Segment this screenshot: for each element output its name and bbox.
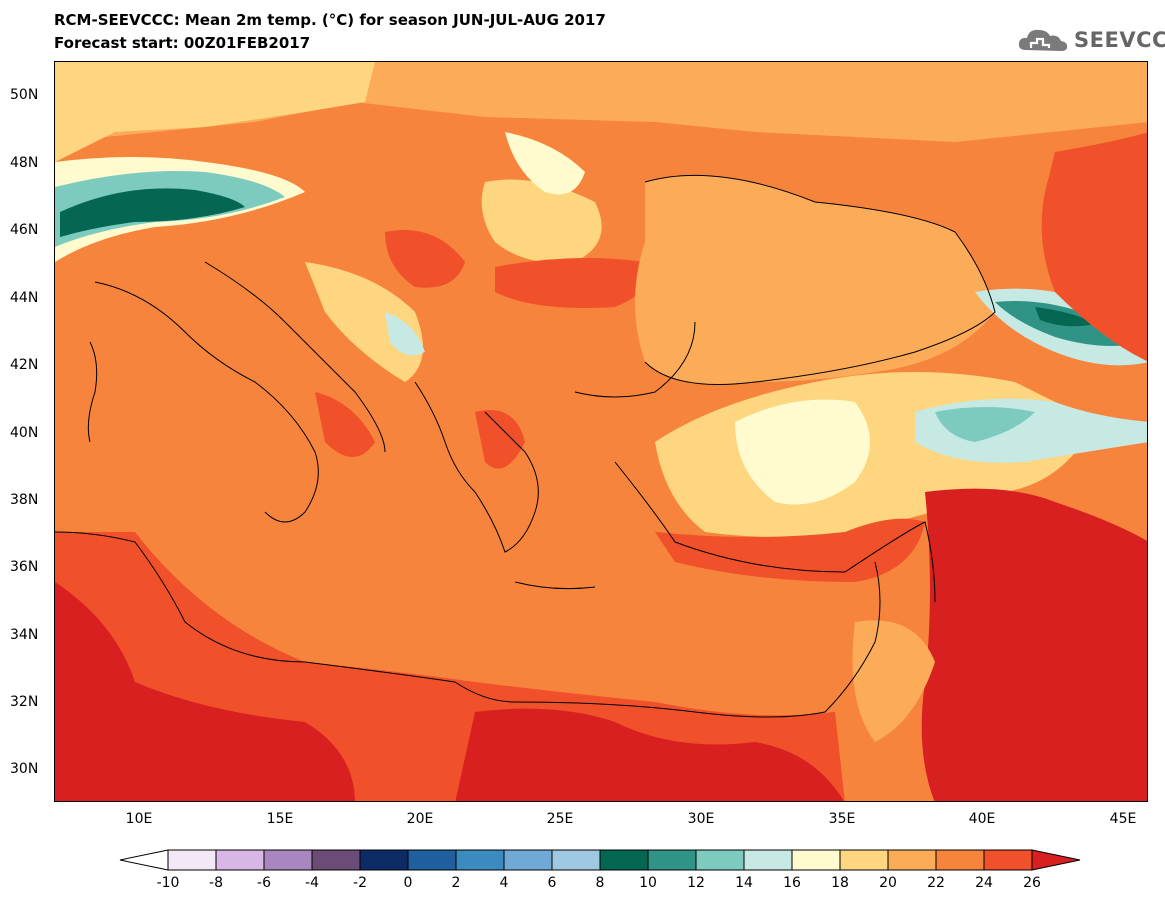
caspian-hot-region xyxy=(1041,132,1147,362)
colorbar-swatch xyxy=(215,849,265,871)
colorbar-low-arrow xyxy=(119,849,169,871)
lat-label: 36N xyxy=(10,559,39,575)
colorbar-swatch xyxy=(599,849,649,871)
colorbar-swatch xyxy=(887,849,937,871)
lat-label: 32N xyxy=(10,694,39,710)
temperature-map xyxy=(54,61,1148,802)
central-europe-region xyxy=(55,62,375,162)
colorbar-swatch xyxy=(839,849,889,871)
colorbar-swatch xyxy=(695,849,745,871)
colorbar-swatch xyxy=(167,849,217,871)
colorbar-swatch xyxy=(455,849,505,871)
colorbar-tick-label: 14 xyxy=(735,875,753,891)
caucasus-core-region xyxy=(1035,307,1095,327)
lon-label: 40E xyxy=(968,811,996,827)
north-africa-hot-west xyxy=(55,582,355,801)
colorbar-tick-label: 12 xyxy=(687,875,705,891)
lat-label: 44N xyxy=(10,290,39,306)
southern-italy-hot-region xyxy=(315,392,375,457)
colorbar-tick-label: 6 xyxy=(547,875,557,891)
colorbar-tick-label: -6 xyxy=(257,875,271,891)
colorbar-swatch xyxy=(311,849,361,871)
colorbar-swatch xyxy=(935,849,985,871)
danube-hot-region xyxy=(495,258,647,308)
colorbar-tick-label: 8 xyxy=(595,875,605,891)
anatolia-light-region xyxy=(735,399,870,505)
lat-label: 34N xyxy=(10,627,39,643)
lon-label: 45E xyxy=(1109,811,1137,827)
anatolia-south-hot xyxy=(655,518,925,582)
lat-label: 38N xyxy=(10,492,39,508)
thessaly-hot-region xyxy=(475,410,525,469)
colorbar-swatch xyxy=(983,849,1033,871)
colorbar-tick-label: -2 xyxy=(353,875,367,891)
colorbar-swatch xyxy=(551,849,601,871)
black-sea-region xyxy=(635,175,995,385)
colorbar-tick-label: 24 xyxy=(975,875,993,891)
levant-warm-region xyxy=(852,620,935,742)
colorbar-tick-label: 4 xyxy=(499,875,509,891)
seevccc-logo: SEEVCCC xyxy=(1016,24,1165,56)
lat-label: 50N xyxy=(10,87,39,103)
dinaric-cool-region xyxy=(305,262,423,382)
lon-label: 10E xyxy=(125,811,153,827)
lon-label: 30E xyxy=(687,811,715,827)
pannonian-hot-region xyxy=(385,230,465,288)
carpathian-cool-region xyxy=(481,179,602,263)
colorbar-swatch xyxy=(263,849,313,871)
lon-label: 15E xyxy=(266,811,294,827)
colorbar-tick-label: -10 xyxy=(156,875,180,891)
colorbar-tick-label: 22 xyxy=(927,875,945,891)
colorbar-tick-label: 16 xyxy=(783,875,801,891)
lon-label: 35E xyxy=(828,811,856,827)
forecast-start-label: Forecast start: 00Z01FEB2017 xyxy=(54,34,311,52)
anatolia-cool-core xyxy=(935,407,1035,442)
colorbar-swatch xyxy=(503,849,553,871)
lon-label: 25E xyxy=(546,811,574,827)
colorbar-tick-label: 18 xyxy=(831,875,849,891)
map-title: RCM-SEEVCCC: Mean 2m temp. (°C) for seas… xyxy=(54,11,606,29)
colorbar-tick-label: 2 xyxy=(451,875,461,891)
lat-label: 30N xyxy=(10,761,39,777)
lat-label: 48N xyxy=(10,155,39,171)
colorbar-high-arrow xyxy=(1031,849,1081,871)
coastlines xyxy=(55,174,996,718)
colorbar-swatch xyxy=(791,849,841,871)
colorbar-swatch xyxy=(407,849,457,871)
arabia-hot-region xyxy=(921,488,1147,801)
lat-label: 46N xyxy=(10,222,39,238)
lat-label: 40N xyxy=(10,425,39,441)
logo-text: SEEVCCC xyxy=(1074,28,1165,52)
colorbar xyxy=(119,849,1081,871)
lon-label: 20E xyxy=(406,811,434,827)
colorbar-swatch xyxy=(359,849,409,871)
colorbar-swatch xyxy=(743,849,793,871)
alps-core-region xyxy=(60,188,245,237)
north-africa-hot-east xyxy=(455,708,844,801)
carpathian-light-region xyxy=(505,132,585,195)
colorbar-tick-label: 10 xyxy=(639,875,657,891)
colorbar-tick-label: -8 xyxy=(209,875,223,891)
colorbar-swatch xyxy=(647,849,697,871)
colorbar-tick-label: -4 xyxy=(305,875,319,891)
colorbar-tick-label: 20 xyxy=(879,875,897,891)
colorbar-tick-label: 26 xyxy=(1023,875,1041,891)
lat-label: 42N xyxy=(10,357,39,373)
cloud-icon xyxy=(1018,29,1068,51)
map-canvas xyxy=(55,62,1147,801)
colorbar-tick-label: 0 xyxy=(403,875,413,891)
montenegro-cool-region xyxy=(385,312,425,356)
